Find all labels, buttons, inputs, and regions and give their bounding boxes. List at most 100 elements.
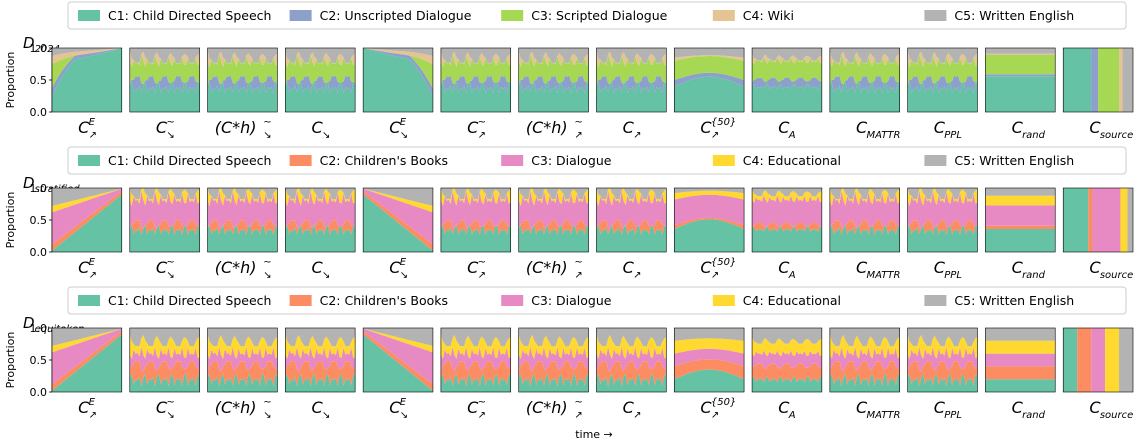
panel-label-sub-1-7: ↗ (633, 270, 641, 281)
panel-0-5 (440, 47, 512, 113)
panel-label-main-0-5: C (467, 118, 479, 137)
legend-label-0-1: C2: Unscripted Dialogue (320, 8, 472, 23)
panel-label-sub-1-11: PPL (944, 270, 962, 281)
panel-label-sub-2-4: ↘ (400, 410, 408, 421)
area-2-5-3 (440, 334, 511, 359)
panel-label-sup-1-6: ~ (574, 257, 582, 268)
area-0-3-4 (285, 48, 356, 64)
area-2-0-3 (52, 328, 122, 353)
panel-1-5 (440, 187, 512, 253)
panel-label-0-1: C ~ ↘ (156, 117, 175, 141)
panel-label-1-11: C PPL (934, 258, 962, 281)
source-band-0-4 (1122, 48, 1133, 112)
panel-label-sub-2-11: PPL (944, 410, 962, 421)
area-1-5-4 (440, 188, 511, 200)
legend-label-1-4: C5: Written English (954, 153, 1074, 168)
panel-label-main-2-3: C (312, 398, 324, 417)
legend-box-1 (67, 146, 1127, 175)
panel-frame-0-6 (518, 47, 589, 113)
area-1-8-3 (674, 190, 745, 200)
panel-label-sub-2-2: ↘ (263, 410, 271, 421)
panel-label-main-0-0: C (78, 118, 90, 137)
legend-label-2-0: C1: Child Directed Speech (108, 293, 271, 308)
x-axis-label: time → (575, 428, 613, 441)
source-band-1-1 (1088, 188, 1093, 252)
panel-label-main-2-7: C (623, 398, 635, 417)
area-1-9-3 (752, 189, 822, 203)
panel-0-13 (1062, 47, 1134, 113)
panel-frame-2-5 (440, 327, 512, 393)
panel-label-main-2-2: (C*h) (215, 398, 257, 417)
area-1-9-1 (752, 222, 822, 232)
panel-label-main-0-6: (C*h) (526, 118, 568, 137)
area-1-11-2 (907, 190, 978, 229)
source-band-1-3 (1120, 188, 1128, 252)
area-1-12-4 (985, 188, 1056, 196)
row-0: C1: Child Directed Speech C2: Unscripted … (4, 1, 1134, 141)
legend-swatch-0-3 (712, 10, 735, 21)
panel-label-sub-1-3: ↘ (322, 270, 330, 281)
legend-box-0 (67, 1, 1127, 30)
y-tick-label-1-2: 1.0 (30, 182, 48, 195)
legend-swatch-0-1 (289, 10, 312, 21)
panel-frame-1-5 (440, 187, 512, 253)
area-1-4-0 (363, 194, 433, 252)
source-band-0-3 (1119, 48, 1123, 112)
panel-label-sub-0-0: ↗ (89, 130, 97, 141)
area-1-7-0 (596, 224, 667, 252)
panel-label-sub-0-5: ↗ (478, 130, 486, 141)
panel-label-main-1-1: C (156, 258, 168, 277)
area-2-4-3 (363, 328, 433, 353)
panel-label-sub-2-0: ↗ (89, 410, 97, 421)
panel-1-0 (51, 187, 123, 253)
area-0-8-2 (674, 56, 745, 80)
panel-label-sub-2-5: ↗ (478, 410, 486, 421)
area-1-2-4 (207, 188, 278, 200)
legend-label-1-2: C3: Dialogue (531, 153, 612, 168)
panel-frame-2-8 (673, 327, 745, 393)
area-0-4-0 (363, 48, 433, 112)
area-2-6-3 (518, 334, 589, 359)
area-2-0-2 (52, 328, 122, 385)
panel-label-1-6: (C*h) ~ ↗ (526, 257, 583, 281)
panel-label-sup-0-2: ~ (263, 117, 271, 128)
panel-1-10 (829, 187, 900, 253)
area-1-6-4 (518, 188, 589, 200)
source-band-2-0 (1063, 328, 1078, 392)
area-1-3-1 (285, 220, 356, 235)
area-1-7-1 (596, 220, 667, 235)
area-2-2-0 (207, 373, 278, 392)
y-axis-label-1: Proportion (4, 192, 17, 249)
panel-label-main-0-9: C (778, 118, 790, 137)
area-2-10-4 (829, 328, 900, 347)
panel-label-sub-2-1: ↘ (166, 410, 174, 421)
panel-label-main-0-3: C (312, 118, 324, 137)
legend-box-2 (67, 286, 1127, 315)
area-2-9-0 (752, 376, 822, 392)
area-2-5-2 (440, 346, 511, 373)
panel-label-sub-0-3: ↘ (322, 130, 330, 141)
panel-label-1-4: C E ↘ (389, 257, 408, 281)
area-2-8-4 (674, 328, 745, 341)
panel-label-sup-2-5: ~ (478, 397, 486, 408)
panel-label-sup-0-4: E (400, 117, 407, 128)
area-2-2-2 (207, 346, 278, 373)
area-1-9-2 (752, 195, 822, 228)
area-0-3-3 (285, 51, 356, 68)
panel-frame-0-9 (751, 47, 823, 113)
area-2-6-2 (518, 346, 589, 373)
panel-label-main-1-10: C (856, 258, 868, 277)
area-2-4-0 (363, 334, 433, 392)
area-1-10-2 (829, 190, 900, 229)
panel-label-1-5: C ~ ↗ (467, 257, 486, 281)
y-tick-label-0-1: 0.5 (30, 74, 48, 87)
legend-swatch-1-4 (924, 155, 947, 166)
panel-2-8 (673, 327, 745, 393)
legend-swatch-1-2 (501, 155, 524, 166)
panel-frame-1-1 (129, 187, 200, 253)
area-1-5-0 (440, 224, 511, 252)
